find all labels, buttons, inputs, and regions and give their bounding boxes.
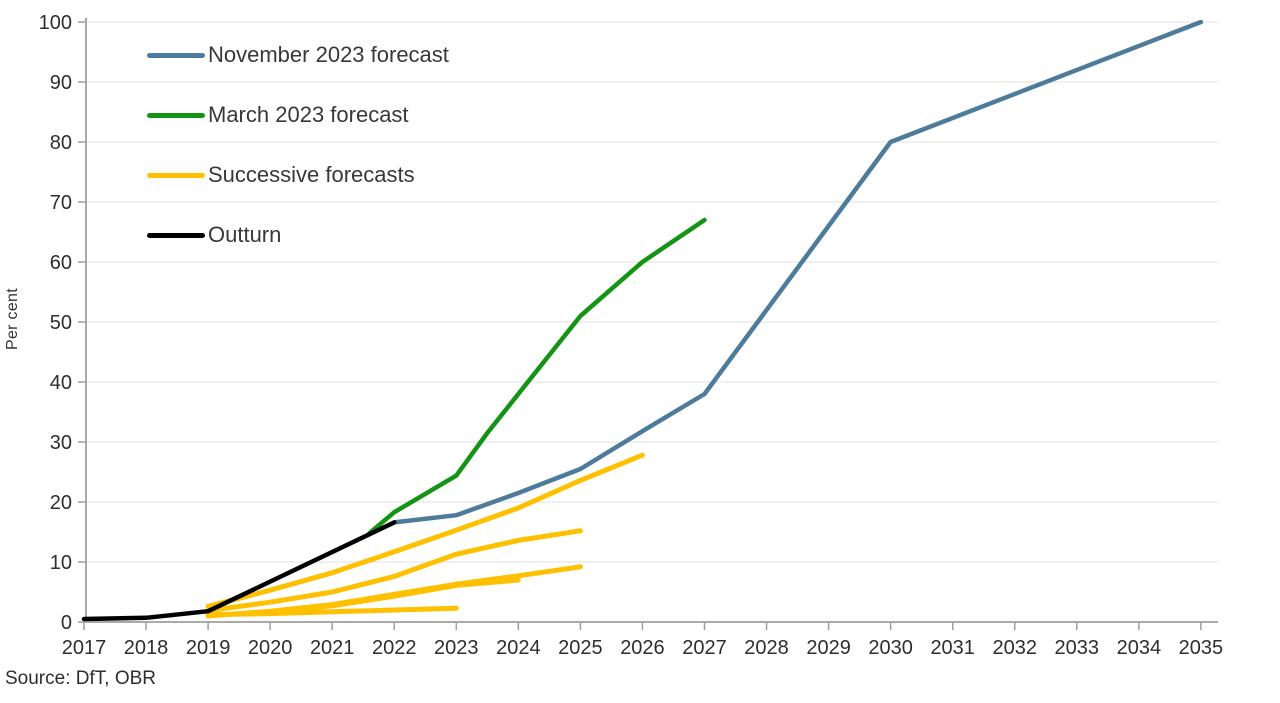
source-note: Source: DfT, OBR — [5, 668, 156, 689]
legend-item-2: March 2023 forecast — [147, 101, 449, 129]
x-tick-label-2017: 2017 — [62, 637, 107, 659]
x-tick-label-2033: 2033 — [1055, 637, 1100, 659]
series-successive-forecast-5 — [205, 452, 645, 609]
legend-swatch-icon — [147, 52, 205, 58]
y-axis-title: Per cent — [4, 288, 21, 350]
legend-label: Successive forecasts — [208, 162, 415, 187]
y-tick-label-90: 90 — [50, 72, 72, 94]
legend-swatch-icon — [147, 112, 205, 118]
y-tick-label-40: 40 — [50, 372, 72, 394]
y-tick-label-60: 60 — [50, 252, 72, 274]
legend-swatch-icon — [147, 172, 205, 178]
x-tick-label-2025: 2025 — [558, 637, 603, 659]
x-tick-label-2027: 2027 — [682, 637, 727, 659]
y-tick-label-30: 30 — [50, 432, 72, 454]
x-tick-label-2030: 2030 — [868, 637, 913, 659]
legend-label: March 2023 forecast — [208, 102, 409, 127]
x-tick-label-2031: 2031 — [930, 637, 975, 659]
x-tick-label-2034: 2034 — [1117, 637, 1162, 659]
y-tick-label-20: 20 — [50, 492, 72, 514]
x-tick-label-2024: 2024 — [496, 637, 541, 659]
x-tick-label-2020: 2020 — [248, 637, 293, 659]
x-tick-label-2035: 2035 — [1179, 637, 1224, 659]
x-tick-label-2021: 2021 — [310, 637, 355, 659]
series-november-2023-forecast — [392, 19, 1204, 525]
legend-label: Outturn — [208, 222, 282, 247]
x-tick-label-2019: 2019 — [186, 637, 231, 659]
x-tick-label-2023: 2023 — [434, 637, 479, 659]
y-tick-label-80: 80 — [50, 132, 72, 154]
y-tick-label-50: 50 — [50, 312, 72, 334]
x-tick-label-2032: 2032 — [993, 637, 1038, 659]
y-tick-label-100: 100 — [39, 12, 72, 34]
legend-item-1: November 2023 forecast — [147, 41, 449, 69]
series-march-2023-forecast — [367, 217, 707, 536]
legend-item-4: Outturn — [147, 221, 449, 249]
y-tick-label-0: 0 — [61, 612, 72, 634]
series-outturn — [81, 520, 397, 622]
legend-item-3: Successive forecasts — [147, 161, 449, 189]
x-tick-label-2022: 2022 — [372, 637, 417, 659]
series-successive-forecast-3 — [205, 564, 583, 619]
x-tick-label-2018: 2018 — [124, 637, 169, 659]
x-tick-label-2029: 2029 — [806, 637, 851, 659]
y-tick-label-70: 70 — [50, 192, 72, 214]
legend-swatch-icon — [147, 232, 205, 238]
x-tick-label-2026: 2026 — [620, 637, 665, 659]
y-tick-label-10: 10 — [50, 552, 72, 574]
legend-label: November 2023 forecast — [208, 42, 449, 67]
series-successive-forecast-4 — [205, 528, 583, 614]
x-tick-label-2028: 2028 — [744, 637, 789, 659]
legend: November 2023 forecast March 2023 forecas… — [147, 41, 449, 281]
